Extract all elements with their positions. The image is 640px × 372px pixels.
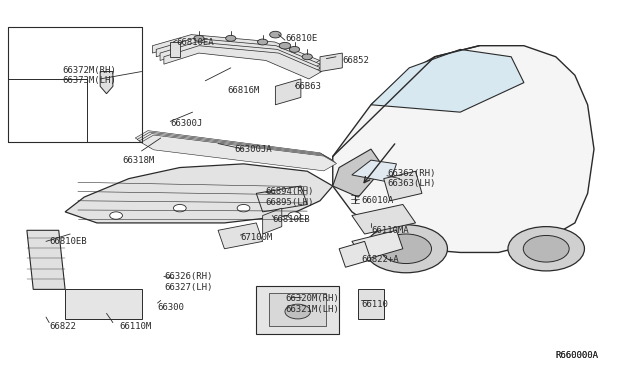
Polygon shape — [333, 46, 594, 253]
Text: 66852: 66852 — [342, 56, 369, 65]
Polygon shape — [27, 230, 65, 289]
Circle shape — [109, 212, 122, 219]
Text: 66B63: 66B63 — [294, 82, 321, 91]
Text: 66326(RH)
66327(LH): 66326(RH) 66327(LH) — [164, 272, 212, 292]
Text: 66318M: 66318M — [122, 155, 155, 165]
Circle shape — [279, 42, 291, 49]
Polygon shape — [352, 205, 415, 234]
Text: 66372M(RH)
66373M(LH): 66372M(RH) 66373M(LH) — [62, 65, 116, 85]
Polygon shape — [358, 289, 384, 319]
Polygon shape — [65, 289, 141, 319]
Polygon shape — [256, 186, 307, 212]
Polygon shape — [65, 164, 333, 223]
Circle shape — [194, 35, 204, 41]
Polygon shape — [352, 230, 403, 260]
Text: 66010A: 66010A — [362, 196, 394, 205]
Text: 66810EA: 66810EA — [177, 38, 214, 46]
Text: 66300J: 66300J — [170, 119, 202, 128]
Circle shape — [365, 225, 447, 273]
Text: R660000A: R660000A — [556, 351, 599, 360]
Text: 66110M: 66110M — [119, 322, 152, 331]
Polygon shape — [160, 42, 321, 75]
Circle shape — [237, 205, 250, 212]
Circle shape — [269, 31, 281, 38]
Circle shape — [381, 234, 431, 263]
Circle shape — [288, 212, 301, 219]
Text: 66816M: 66816M — [228, 86, 260, 94]
Polygon shape — [269, 293, 326, 326]
Circle shape — [257, 39, 268, 45]
Text: 66300JA: 66300JA — [234, 145, 271, 154]
Polygon shape — [139, 134, 335, 170]
Polygon shape — [371, 49, 524, 112]
Circle shape — [524, 235, 569, 262]
Text: 66822+A: 66822+A — [362, 255, 399, 264]
Circle shape — [289, 46, 300, 52]
Text: 66894(RH)
66895(LH): 66894(RH) 66895(LH) — [266, 187, 314, 207]
Polygon shape — [170, 42, 180, 57]
Polygon shape — [152, 35, 320, 68]
Text: 66810EB: 66810EB — [272, 215, 310, 224]
Polygon shape — [141, 135, 337, 171]
Polygon shape — [135, 131, 333, 167]
Text: 66822: 66822 — [49, 322, 76, 331]
Text: 66110: 66110 — [362, 300, 388, 309]
Polygon shape — [218, 223, 262, 249]
Polygon shape — [256, 286, 339, 334]
Text: 67100M: 67100M — [241, 233, 273, 242]
Circle shape — [302, 54, 312, 60]
Polygon shape — [320, 53, 342, 71]
Polygon shape — [339, 241, 371, 267]
Polygon shape — [333, 149, 384, 197]
Polygon shape — [100, 71, 113, 94]
Text: R660000A: R660000A — [556, 351, 599, 360]
Text: 66810EB: 66810EB — [49, 237, 87, 246]
Text: 66810E: 66810E — [285, 34, 317, 43]
Polygon shape — [275, 79, 301, 105]
Circle shape — [173, 205, 186, 212]
Text: 66362(RH)
66363(LH): 66362(RH) 66363(LH) — [387, 169, 435, 188]
Text: 66300: 66300 — [157, 303, 184, 312]
Text: 66110MA: 66110MA — [371, 226, 408, 235]
Polygon shape — [137, 132, 334, 169]
Circle shape — [508, 227, 584, 271]
Text: 66320M(RH)
66321M(LH): 66320M(RH) 66321M(LH) — [285, 295, 339, 314]
Polygon shape — [262, 208, 282, 234]
Polygon shape — [156, 38, 320, 71]
Polygon shape — [384, 171, 422, 201]
Polygon shape — [352, 160, 396, 182]
Circle shape — [226, 35, 236, 41]
Circle shape — [285, 304, 310, 319]
Polygon shape — [164, 46, 321, 79]
